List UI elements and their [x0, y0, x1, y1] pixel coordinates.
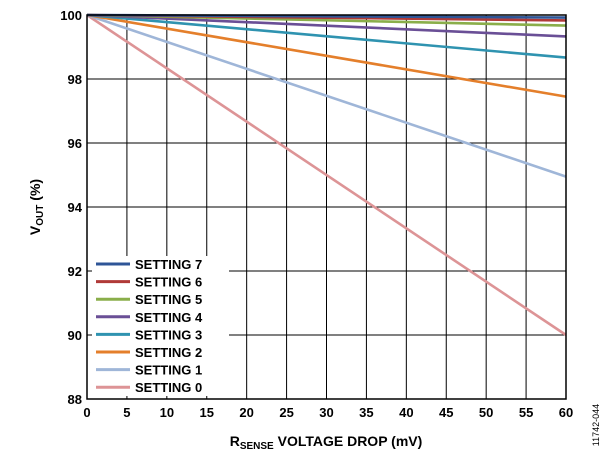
y-axis-title: VOUT (%) — [27, 179, 46, 235]
x-tick-label: 40 — [399, 405, 413, 420]
x-axis-title-main: R — [230, 433, 240, 449]
x-tick-label: 10 — [160, 405, 174, 420]
x-tick-label: 25 — [279, 405, 293, 420]
x-tick-label: 0 — [83, 405, 90, 420]
series-line-setting-0 — [86, 13, 567, 337]
x-tick-label: 15 — [200, 405, 214, 420]
legend-label: SETTING 3 — [135, 327, 202, 342]
x-tick-label: 60 — [559, 405, 573, 420]
x-tick-label: 45 — [439, 405, 453, 420]
x-tick-label: 50 — [479, 405, 493, 420]
series-line-setting-4 — [86, 13, 567, 38]
x-tick-label: 55 — [519, 405, 533, 420]
figure-id: 11742-044 — [591, 404, 601, 446]
series-line-setting-3 — [86, 13, 567, 59]
legend-label: SETTING 2 — [135, 345, 202, 360]
y-tick-label: 88 — [68, 392, 82, 407]
legend-background — [92, 256, 229, 396]
x-tick-label: 20 — [239, 405, 253, 420]
y-tick-labels: 88 90 92 94 96 98 100 — [60, 8, 82, 407]
y-tick-label: 92 — [68, 264, 82, 279]
x-axis-title: RSENSE VOLTAGE DROP (mV) — [230, 433, 423, 451]
y-tick-label: 94 — [68, 200, 83, 215]
x-tick-label: 5 — [123, 405, 130, 420]
x-tick-labels: 0 5 10 15 20 25 30 35 40 45 50 55 60 — [83, 405, 573, 420]
legend: SETTING 7 SETTING 6 SETTING 5 SETTING 4 SETT… — [96, 257, 203, 395]
x-axis-title-rest: VOLTAGE DROP (mV) — [274, 433, 423, 449]
legend-label: SETTING 1 — [135, 363, 202, 378]
y-axis-title-subscript: OUT — [35, 205, 46, 226]
legend-label: SETTING 7 — [135, 257, 202, 272]
x-tick-label: 35 — [359, 405, 373, 420]
y-tick-label: 90 — [68, 328, 82, 343]
legend-label: SETTING 6 — [135, 275, 202, 290]
y-tick-label: 100 — [60, 8, 82, 23]
legend-label: SETTING 5 — [135, 292, 202, 307]
plot-frame — [86, 14, 567, 400]
x-axis-title-subscript: SENSE — [240, 441, 274, 451]
series-line-setting-2 — [86, 13, 567, 98]
y-axis-title-main: V — [27, 225, 43, 235]
y-tick-label: 98 — [68, 72, 82, 87]
grid-lines — [87, 15, 566, 399]
x-tick-label: 30 — [319, 405, 333, 420]
y-tick-label: 96 — [68, 136, 82, 151]
y-axis-title-rest: (%) — [27, 179, 43, 205]
legend-label: SETTING 0 — [135, 380, 202, 395]
series-line-setting-1 — [86, 13, 567, 178]
legend-label: SETTING 4 — [135, 310, 203, 325]
